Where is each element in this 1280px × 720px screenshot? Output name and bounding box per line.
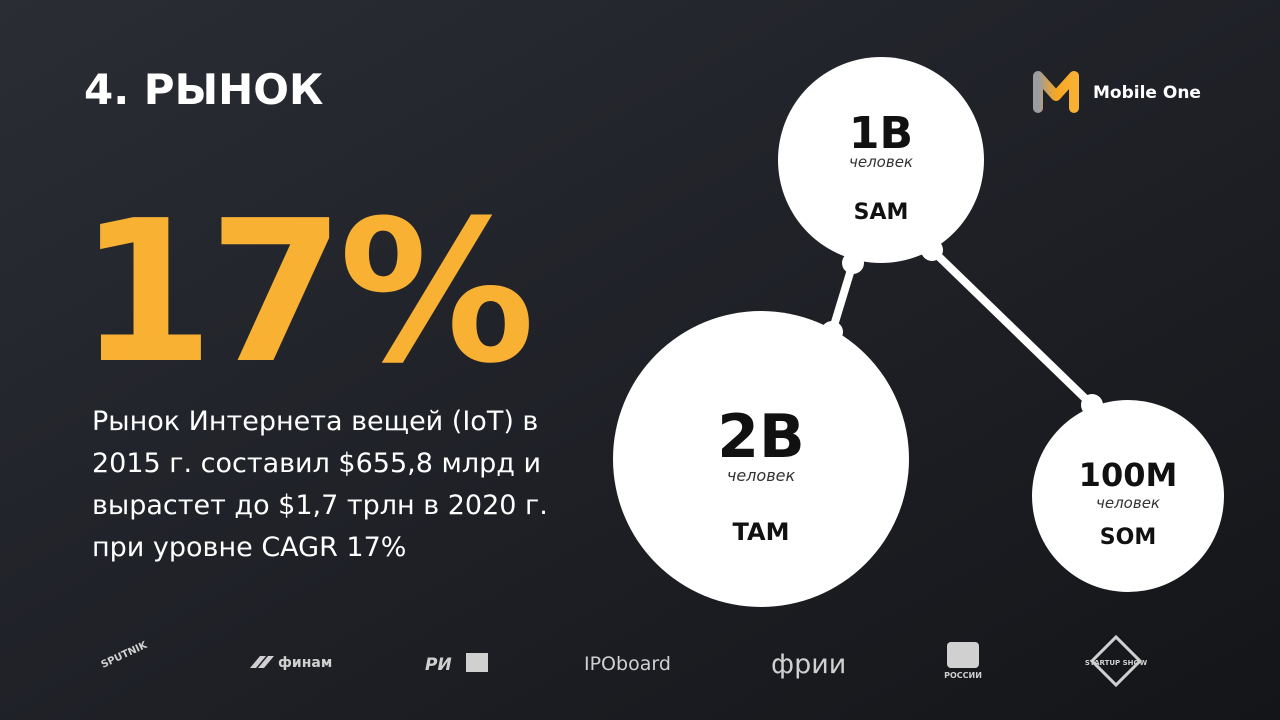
unit: человек xyxy=(1096,494,1160,512)
circle xyxy=(778,57,984,263)
brand-logo xyxy=(1033,71,1079,113)
partner-logo: STARTUP SHOW xyxy=(1085,659,1148,667)
description: Рынок Интернета вещей (IoT) в 2015 г. со… xyxy=(92,406,548,563)
label: SOM xyxy=(1100,525,1156,550)
amount: 1B xyxy=(849,108,913,159)
description-line: при уровне CAGR 17% xyxy=(92,532,406,563)
brand-name: Mobile One xyxy=(1093,83,1201,103)
amount: 100M xyxy=(1079,456,1178,494)
unit: человек xyxy=(849,153,913,171)
partner-logo: финам xyxy=(278,655,332,671)
sam-circle: 1B человек SAM xyxy=(778,57,984,263)
description-line: вырастет до $1,7 трлн в 2020 г. xyxy=(92,490,548,521)
connector xyxy=(828,261,857,334)
connector xyxy=(929,247,1095,408)
partner-icon xyxy=(466,653,488,672)
description-line: 2015 г. составил $655,8 млрд и xyxy=(92,448,541,479)
tam-circle: 2B человек TAM xyxy=(613,311,909,607)
big-figure: 17% xyxy=(78,179,530,407)
partner-icon xyxy=(1089,634,1143,688)
circle xyxy=(1032,400,1224,592)
partner-icon xyxy=(250,656,274,668)
description-line: Рынок Интернета вещей (IoT) в xyxy=(92,406,538,437)
circle xyxy=(613,311,909,607)
partner-logo: IPOboard xyxy=(584,653,671,675)
partner-logo: РИ xyxy=(425,655,452,675)
connectors xyxy=(828,247,1095,408)
partner-icon xyxy=(947,642,979,668)
amount: 2B xyxy=(717,402,804,472)
som-circle: 100M человек SOM xyxy=(1032,400,1224,592)
label: TAM xyxy=(733,518,790,546)
partner-logo: фрии xyxy=(771,649,846,680)
partner-logo: РОССИИ xyxy=(944,671,982,680)
label: SAM xyxy=(854,200,909,225)
unit: человек xyxy=(727,466,796,485)
title: 4. РЫНОК xyxy=(84,65,323,114)
